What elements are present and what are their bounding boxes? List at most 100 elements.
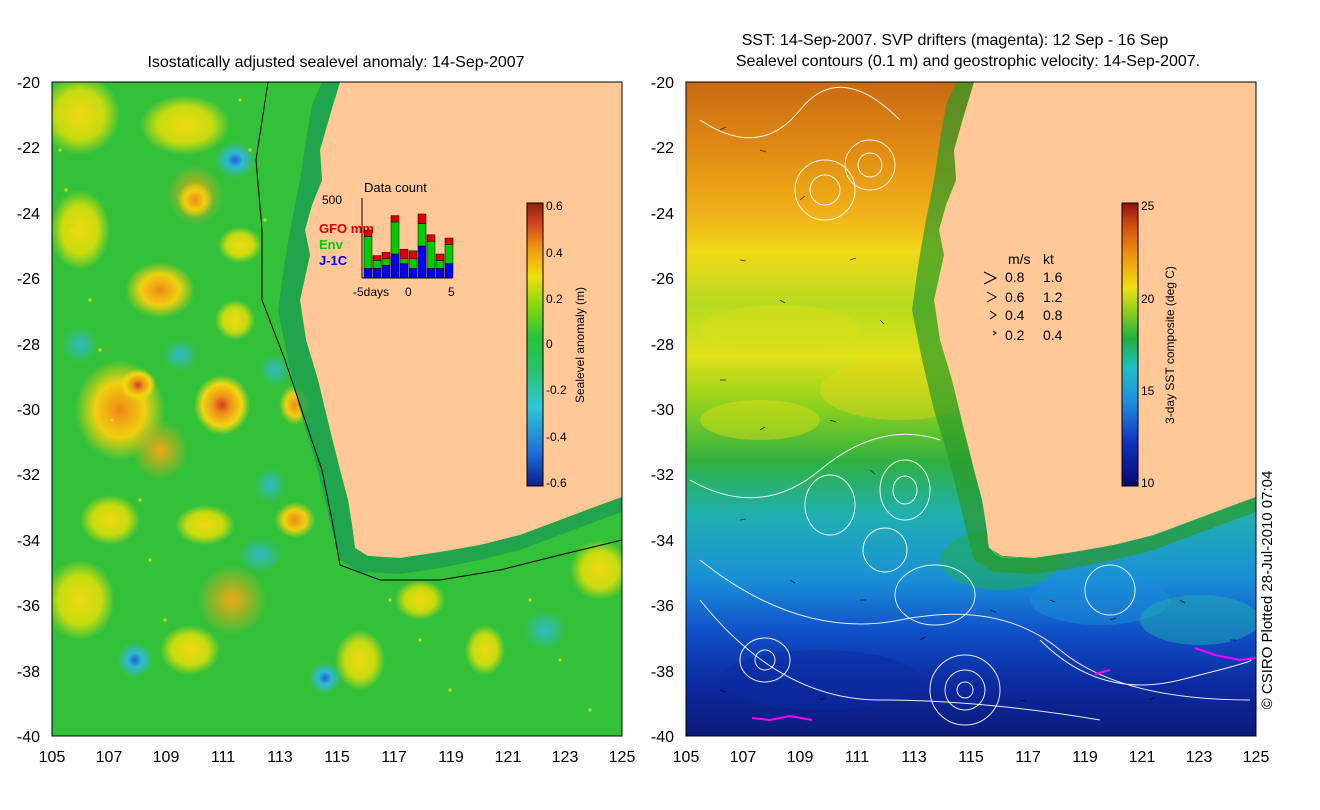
velocity-key-kt: 0.8 [1043, 307, 1063, 323]
lon-tick: 115 [324, 749, 350, 766]
inset-title: Data count [364, 180, 427, 195]
lon-tick: 125 [1243, 749, 1270, 766]
lat-tick: -36 [17, 598, 40, 615]
right-panel: SST: 14-Sep-2007. SVP drifters (magenta)… [651, 32, 1270, 766]
lon-tick: 119 [438, 749, 464, 766]
inset-bar-env [390, 221, 400, 255]
velocity-key-kt: 0.4 [1043, 327, 1063, 343]
lon-tick: 105 [673, 749, 700, 766]
velocity-key-kt: 1.6 [1043, 269, 1063, 285]
lon-tick: 125 [609, 749, 636, 766]
inset-bars [363, 213, 454, 279]
lat-tick: -22 [17, 140, 40, 157]
inset-bar-gfo [399, 248, 409, 260]
inset-ymax: 500 [322, 193, 342, 207]
sla-tick: -0.4 [546, 430, 567, 444]
left-lon-axis: 105 107 109 111 113 115 117 119 121 123 … [39, 749, 636, 766]
arrow-glyph-icon [986, 291, 998, 303]
lat-tick: -38 [17, 664, 40, 681]
lon-tick: 123 [1186, 749, 1213, 766]
lon-tick: 123 [552, 749, 579, 766]
inset-bar-gfo [372, 255, 382, 261]
inset-bar-env [417, 223, 427, 247]
inset-bar-env [444, 244, 454, 264]
lon-tick: 113 [267, 749, 293, 766]
sst-map [686, 82, 1256, 736]
sst-tick: 25 [1141, 199, 1155, 213]
lat-tick: -30 [651, 402, 674, 419]
inset-bar-j1c [390, 253, 400, 279]
lat-tick: -26 [651, 271, 674, 288]
inset-bar-env [372, 260, 382, 269]
right-lat-axis: -20 -22 -24 -26 -28 -30 -32 -34 -36 -38 … [651, 75, 674, 746]
inset-bar-env [363, 236, 373, 269]
lat-tick: -20 [651, 75, 674, 92]
sla-tick: -0.2 [546, 383, 567, 397]
sla-tick: 0.2 [546, 292, 563, 306]
inset-bar-env [435, 260, 445, 269]
inset-bar-gfo [417, 213, 427, 224]
inset-bar-j1c [381, 264, 391, 279]
inset-x-label: -5days [353, 285, 389, 299]
inset-bar-gfo [381, 252, 391, 260]
lat-tick: -24 [17, 206, 40, 223]
right-title-line1: SST: 14-Sep-2007. SVP drifters (magenta)… [742, 32, 1169, 49]
lat-tick: -40 [651, 729, 674, 746]
inset-bar-env [408, 258, 418, 269]
inset-bar-env [399, 258, 409, 264]
velocity-key-ms: 0.4 [1005, 307, 1025, 323]
sla-tick: -0.6 [546, 476, 567, 490]
inset-bar-gfo [363, 229, 373, 237]
inset-bar-j1c [444, 263, 454, 279]
lon-tick: 121 [1129, 749, 1156, 766]
inset-bar-gfo [435, 253, 445, 261]
inset-bar-env [426, 240, 436, 269]
sla-tick: 0.6 [546, 199, 563, 213]
lon-tick: 111 [211, 749, 235, 766]
velocity-key: m/s kt 0.8 1.6 0.6 1.2 0.4 0.8 0.2 0.4 [983, 251, 1063, 343]
inset-x-label: 5 [448, 285, 455, 299]
lat-tick: -28 [651, 337, 674, 354]
lon-tick: 115 [958, 749, 984, 766]
lat-tick: -22 [651, 140, 674, 157]
lon-tick: 109 [153, 749, 180, 766]
lat-tick: -34 [651, 533, 674, 550]
data-count-inset: Data count 500 GFO mm Env J-1C -5days 0 … [319, 180, 455, 299]
sla-tick: 0 [546, 337, 553, 351]
velocity-key-ms: 0.8 [1005, 269, 1025, 285]
lat-tick: -40 [17, 729, 40, 746]
sst-tick: 15 [1141, 384, 1155, 398]
lon-tick: 105 [39, 749, 66, 766]
sla-colorbar: 0.6 0.4 0.2 0 -0.2 -0.4 -0.6 Sealevel an… [526, 199, 587, 490]
arrow-glyph-icon [983, 271, 998, 285]
lat-tick: -32 [17, 467, 40, 484]
inset-bar-j1c [435, 268, 445, 279]
inset-bar-gfo [444, 237, 454, 245]
lon-tick: 107 [730, 749, 757, 766]
lon-tick: 121 [495, 749, 522, 766]
arrow-glyph-icon [989, 310, 997, 320]
inset-bar-gfo [390, 215, 400, 223]
lat-tick: -30 [17, 402, 40, 419]
left-title: Isostatically adjusted sealevel anomaly:… [147, 54, 524, 71]
inset-bar-j1c [417, 245, 427, 279]
lon-tick: 119 [1072, 749, 1098, 766]
lon-tick: 117 [1015, 749, 1041, 766]
lat-tick: -24 [651, 206, 674, 223]
inset-bar-gfo [426, 234, 436, 242]
lat-tick: -20 [17, 75, 40, 92]
right-title-line2: Sealevel contours (0.1 m) and geostrophi… [736, 53, 1200, 70]
inset-legend-j1c: J-1C [319, 253, 348, 268]
sla-colorbar-label: Sealevel anomaly (m) [573, 287, 587, 403]
sst-tick: 10 [1141, 476, 1155, 490]
inset-bar-env [381, 258, 391, 266]
arrow-glyph-icon [992, 330, 997, 336]
inset-bar-j1c [408, 268, 418, 279]
velocity-key-kt: 1.2 [1043, 289, 1063, 305]
inset-x-label: 0 [405, 285, 412, 299]
lat-tick: -32 [651, 467, 674, 484]
credit-line: © CSIRO Plotted 28-Jul-2010 07:04 [1259, 471, 1276, 710]
lon-tick: 113 [901, 749, 927, 766]
velocity-key-ms: 0.6 [1005, 289, 1025, 305]
